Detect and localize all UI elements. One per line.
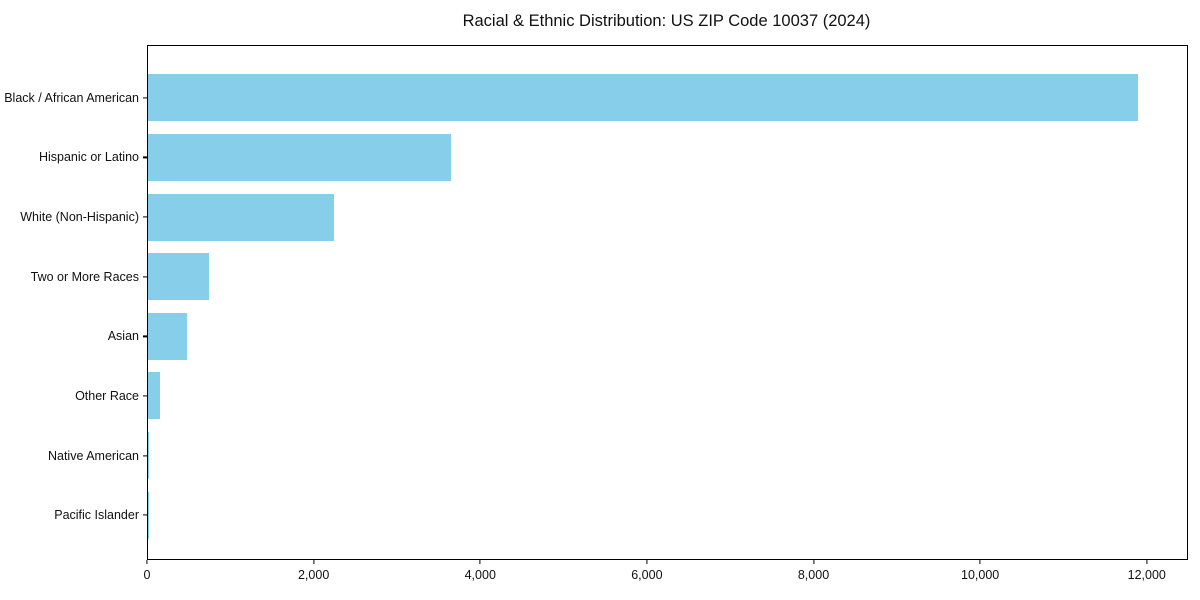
bar-row: Asian bbox=[108, 307, 1187, 367]
bar-row: Black / African American bbox=[4, 68, 1187, 128]
bar-row: Hispanic or Latino bbox=[39, 128, 1187, 188]
bar-row: Native American bbox=[48, 426, 1187, 486]
x-tick-label: 8,000 bbox=[797, 568, 830, 582]
y-tick-mark bbox=[143, 514, 147, 516]
x-tick-label: 2,000 bbox=[297, 568, 330, 582]
chart-title: Racial & Ethnic Distribution: US ZIP Cod… bbox=[462, 12, 871, 30]
x-tick-mark bbox=[479, 560, 481, 564]
plot-area: Black / African American Hispanic or Lati… bbox=[4, 45, 1188, 582]
x-tick-label: 10,000 bbox=[961, 568, 1000, 582]
bar bbox=[148, 312, 188, 360]
bar-row: White (Non-Hispanic) bbox=[20, 187, 1187, 247]
x-tick-label: 0 bbox=[143, 568, 151, 582]
x-axis-ticks: 0 2,000 4,000 6,000 8,000 10,000 12,000 bbox=[143, 560, 1188, 590]
bar bbox=[148, 133, 451, 181]
x-tick-label: 6,000 bbox=[631, 568, 663, 582]
x-tick-mark bbox=[812, 560, 815, 564]
x-tick-label: 12,000 bbox=[1127, 568, 1166, 582]
bar bbox=[148, 253, 209, 301]
plot-rows: Black / African American Hispanic or Lati… bbox=[4, 68, 1187, 545]
y-tick-mark bbox=[143, 335, 147, 337]
x-tick-mark bbox=[1146, 560, 1148, 564]
bar-row: Pacific Islander bbox=[54, 485, 1187, 545]
y-tick-label: Black / African American bbox=[4, 90, 139, 105]
y-tick-mark bbox=[143, 276, 147, 278]
x-tick-mark bbox=[313, 560, 315, 564]
bar bbox=[148, 372, 161, 420]
x-tick-label: 4,000 bbox=[464, 568, 496, 582]
y-tick-label: White (Non-Hispanic) bbox=[20, 210, 139, 225]
y-tick-mark bbox=[143, 156, 147, 159]
bar bbox=[148, 74, 1138, 122]
y-tick-mark bbox=[143, 216, 147, 218]
y-tick-label: Two or More Races bbox=[30, 269, 139, 284]
y-tick-label: Pacific Islander bbox=[54, 508, 139, 523]
y-tick-label: Native American bbox=[47, 448, 139, 463]
y-tick-mark bbox=[143, 97, 147, 99]
y-tick-label: Hispanic or Latino bbox=[38, 150, 139, 165]
bar bbox=[148, 193, 335, 241]
y-tick-label: Asian bbox=[107, 329, 139, 344]
bar-row: Other Race bbox=[75, 366, 1187, 426]
y-tick-label: Other Race bbox=[75, 388, 139, 403]
y-tick-mark bbox=[143, 454, 147, 457]
x-tick-mark bbox=[146, 560, 148, 564]
x-tick-mark bbox=[979, 560, 981, 564]
bar bbox=[148, 432, 150, 480]
x-tick-mark bbox=[646, 560, 648, 564]
y-tick-mark bbox=[143, 395, 147, 397]
bar-row: Two or More Races bbox=[31, 247, 1187, 307]
